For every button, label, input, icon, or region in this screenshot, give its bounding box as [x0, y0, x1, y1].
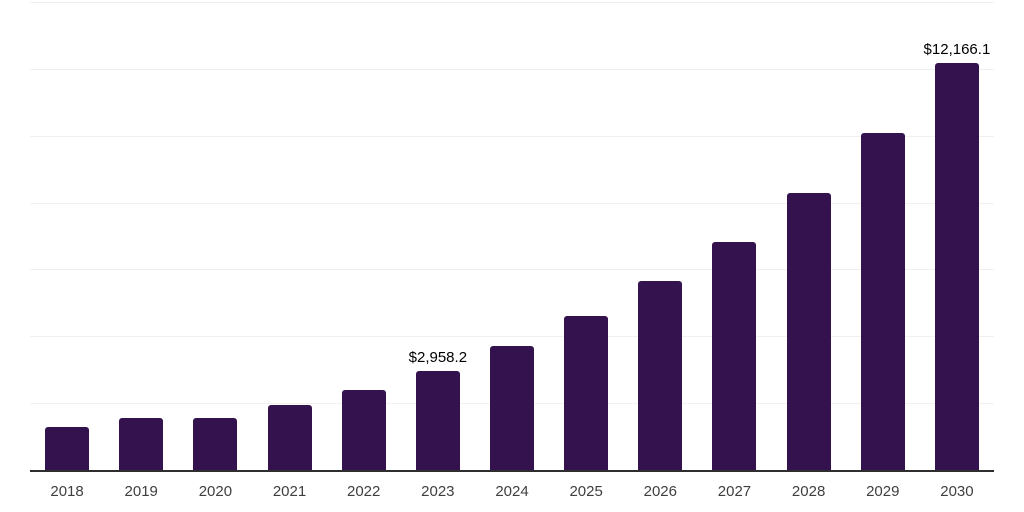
bar-2025 — [564, 316, 609, 470]
x-tick-label-2026: 2026 — [643, 483, 677, 500]
x-tick-label-2022: 2022 — [347, 483, 381, 500]
bar-2022 — [341, 390, 386, 470]
x-tick-label-2020: 2020 — [198, 483, 233, 500]
gridline — [30, 269, 994, 271]
bar-2019 — [119, 418, 164, 470]
bar-2026 — [638, 281, 683, 470]
bar-2020 — [193, 417, 238, 470]
x-axis-line — [30, 470, 994, 472]
x-tick-label-2018: 2018 — [50, 483, 84, 500]
data-label-2023: $2,958.2 — [408, 349, 468, 367]
bar-2021 — [267, 405, 312, 470]
bar-2027 — [712, 242, 757, 470]
x-tick-label-2024: 2024 — [495, 483, 529, 500]
x-tick-label-2021: 2021 — [272, 483, 307, 500]
bar-2018 — [45, 427, 90, 470]
gridline — [30, 2, 994, 3]
bar-2028 — [786, 192, 831, 470]
x-tick-label-2029: 2029 — [866, 483, 900, 500]
gridline — [30, 202, 994, 204]
x-tick-label-2025: 2025 — [569, 483, 603, 500]
gridline — [30, 68, 994, 70]
bar-2023 — [415, 371, 460, 470]
x-tick-label-2028: 2028 — [791, 483, 826, 500]
bar-2029 — [860, 133, 905, 470]
gridline — [30, 336, 994, 338]
x-tick-label-2027: 2027 — [717, 483, 752, 500]
x-tick-label-2023: 2023 — [421, 483, 455, 500]
x-tick-label-2019: 2019 — [124, 483, 158, 500]
data-label-2030: $12,166.1 — [923, 41, 991, 59]
bar-2024 — [490, 346, 534, 470]
x-tick-label-2030: 2030 — [940, 483, 974, 500]
bar-2030 — [934, 63, 979, 470]
gridline — [30, 135, 994, 137]
